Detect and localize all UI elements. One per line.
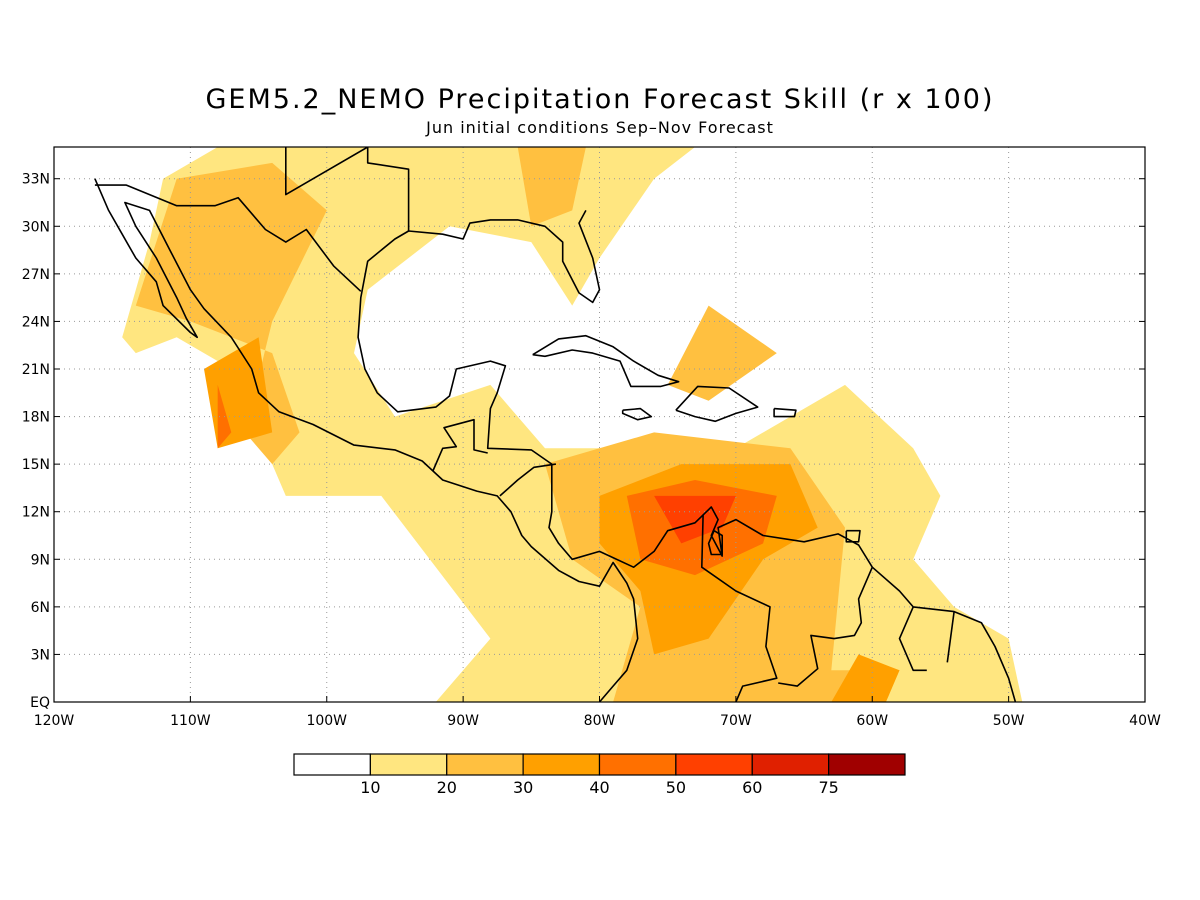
colorbar-swatch — [293, 753, 371, 776]
skill-shading — [122, 147, 1023, 702]
colorbar-label: 75 — [818, 778, 838, 797]
y-tick-label: 33N — [22, 172, 50, 188]
y-tick-label: 30N — [22, 219, 50, 235]
lat-lon-grid — [54, 147, 1145, 702]
coastline-gulf-caribbean-coast — [357, 210, 1017, 702]
colorbar-label: 10 — [360, 778, 380, 797]
coastline-lake-maracaibo — [707, 530, 724, 556]
colorbar-swatch — [751, 753, 830, 776]
colorbar-label: 60 — [742, 778, 762, 797]
colorbar-swatch — [446, 753, 524, 776]
x-tick-label: 50W — [993, 713, 1025, 729]
coastline-guianas-borders — [898, 606, 927, 672]
x-tick-label: 40W — [1129, 713, 1161, 729]
coastline-colombia-venezuela-border — [700, 514, 778, 702]
coastline-us-mexico-border — [94, 184, 362, 292]
latitude-axis: EQ 3N 6N 9N 12N 15N 18N 21N 24N 27N 30N 33N — [22, 172, 1145, 711]
colorbar-label: 30 — [513, 778, 533, 797]
y-tick-label: 24N — [22, 314, 50, 330]
x-tick-label: 100W — [306, 713, 347, 729]
y-tick-label: 9N — [31, 552, 50, 568]
colorbar-label: 20 — [437, 778, 457, 797]
colorbar-label: 50 — [666, 778, 686, 797]
y-tick-label: 6N — [31, 600, 50, 616]
y-tick-label: 21N — [22, 362, 50, 378]
x-tick-label: 80W — [584, 713, 616, 729]
coastline-us-states-north — [284, 147, 410, 231]
y-tick-label: 18N — [22, 410, 50, 426]
colorbar-swatch — [598, 753, 677, 776]
x-tick-label: 120W — [34, 713, 75, 729]
coastline-jamaica — [621, 407, 653, 421]
coastline-puerto-rico — [773, 407, 797, 418]
y-tick-label: 27N — [22, 267, 50, 283]
coastline-layer — [94, 147, 1017, 702]
skill-region-level-5 — [654, 495, 736, 544]
longitude-axis: 120W 110W 100W 90W 80W 70W 60W 50W 40W — [34, 696, 1161, 729]
colorbar-swatch — [369, 753, 448, 776]
x-tick-label: 60W — [856, 713, 888, 729]
colorbar-swatch — [828, 753, 906, 776]
map-title: GEM5.2_NEMO Precipitation Forecast Skill… — [205, 84, 995, 115]
map-subtitle: Jun initial conditions Sep–Nov Forecast — [426, 118, 774, 137]
skill-region-level-3 — [831, 654, 900, 702]
colorbar: 10 20 30 40 50 60 75 — [293, 753, 906, 797]
x-tick-label: 110W — [170, 713, 211, 729]
y-tick-label: 3N — [31, 647, 50, 663]
coastline-trinidad — [845, 529, 861, 543]
coastline-suriname-guiana-border — [946, 611, 955, 663]
colorbar-swatch — [522, 753, 601, 776]
colorbar-swatch — [675, 753, 753, 776]
y-tick-label: 15N — [22, 457, 50, 473]
x-tick-label: 70W — [720, 713, 752, 729]
coastline-venezuela-guyana-border — [778, 566, 874, 687]
skill-region-level-2 — [517, 147, 586, 227]
colorbar-label: 40 — [589, 778, 609, 797]
y-tick-label: 12N — [22, 505, 50, 521]
coastline-cuba — [532, 334, 680, 388]
coastline-guatemala-border — [432, 418, 488, 471]
coastline-north-america-pacific — [94, 178, 639, 702]
coastline-hispaniola — [675, 385, 759, 423]
coastline-nicaragua-border — [499, 463, 557, 497]
x-tick-label: 90W — [447, 713, 479, 729]
y-tick-label: EQ — [30, 695, 50, 711]
skill-region-level-2 — [667, 305, 777, 401]
